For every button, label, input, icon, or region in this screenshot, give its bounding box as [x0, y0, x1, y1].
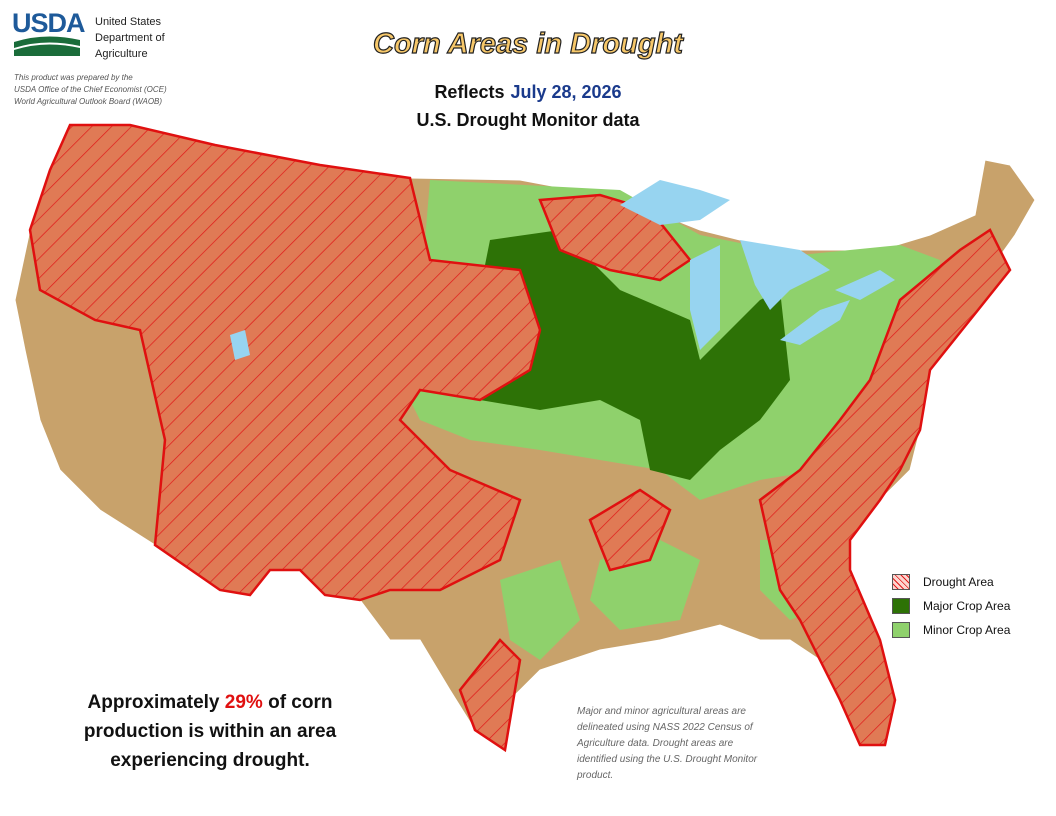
summary-line: Approximately 29% of corn	[40, 688, 380, 717]
credit-line: USDA Office of the Chief Economist (OCE)	[14, 85, 167, 94]
agency-logo: USDA	[12, 8, 86, 38]
summary-line: production is within an area	[83, 721, 337, 742]
great-lakes	[230, 180, 895, 360]
drought-areas	[28, 123, 1012, 753]
subtitle-date: July 28, 2026	[510, 82, 622, 102]
department-line: Department of	[95, 32, 165, 44]
legend-swatch	[892, 574, 910, 590]
legend-label: Major Crop Area	[923, 599, 1011, 613]
legend-swatch	[892, 598, 910, 614]
legend-item: Major Crop Area	[892, 594, 1010, 618]
legend: Drought Area Major Crop Area Minor Crop …	[892, 570, 1010, 642]
legend-item: Drought Area	[892, 570, 1010, 594]
usda-logo-waves	[14, 36, 80, 56]
legend-swatch	[892, 622, 910, 638]
subtitle-prefix: Reflects	[434, 82, 505, 102]
department-line: United States	[95, 16, 162, 28]
summary: Approximately 29% of corn production is …	[40, 688, 380, 775]
summary-text: Approximately	[87, 692, 220, 713]
legend-label: Drought Area	[923, 575, 994, 589]
credit-line: World Agricultural Outlook Board (WAOB)	[14, 97, 163, 106]
credit: This product was prepared by the USDA Of…	[14, 72, 167, 108]
credit-line: This product was prepared by the	[14, 73, 133, 82]
department-line: Agriculture	[95, 48, 148, 60]
subtitle-source: U.S. Drought Monitor data	[416, 110, 640, 130]
legend-label: Minor Crop Area	[923, 623, 1011, 637]
note-line: Major and minor agricultural areas are	[577, 706, 746, 717]
note-line: delineated using NASS 2022 Census of	[577, 722, 753, 733]
title: Corn Areas in Drought	[372, 27, 683, 60]
summary-highlight: 29%	[224, 692, 263, 713]
major-crop-areas	[470, 230, 790, 480]
summary-line: experiencing drought.	[110, 750, 310, 771]
note-line: product.	[577, 770, 614, 781]
summary-text: of corn	[268, 692, 333, 713]
legend-item: Minor Crop Area	[892, 618, 1010, 642]
note: Major and minor agricultural areas are d…	[577, 704, 757, 784]
note-line: Agriculture data. Drought areas are	[577, 738, 734, 749]
department-name: United States Department of Agriculture	[95, 14, 165, 62]
subtitle: Reflects July 28, 2026	[300, 82, 756, 103]
note-line: identified using the U.S. Drought Monito…	[577, 754, 758, 765]
